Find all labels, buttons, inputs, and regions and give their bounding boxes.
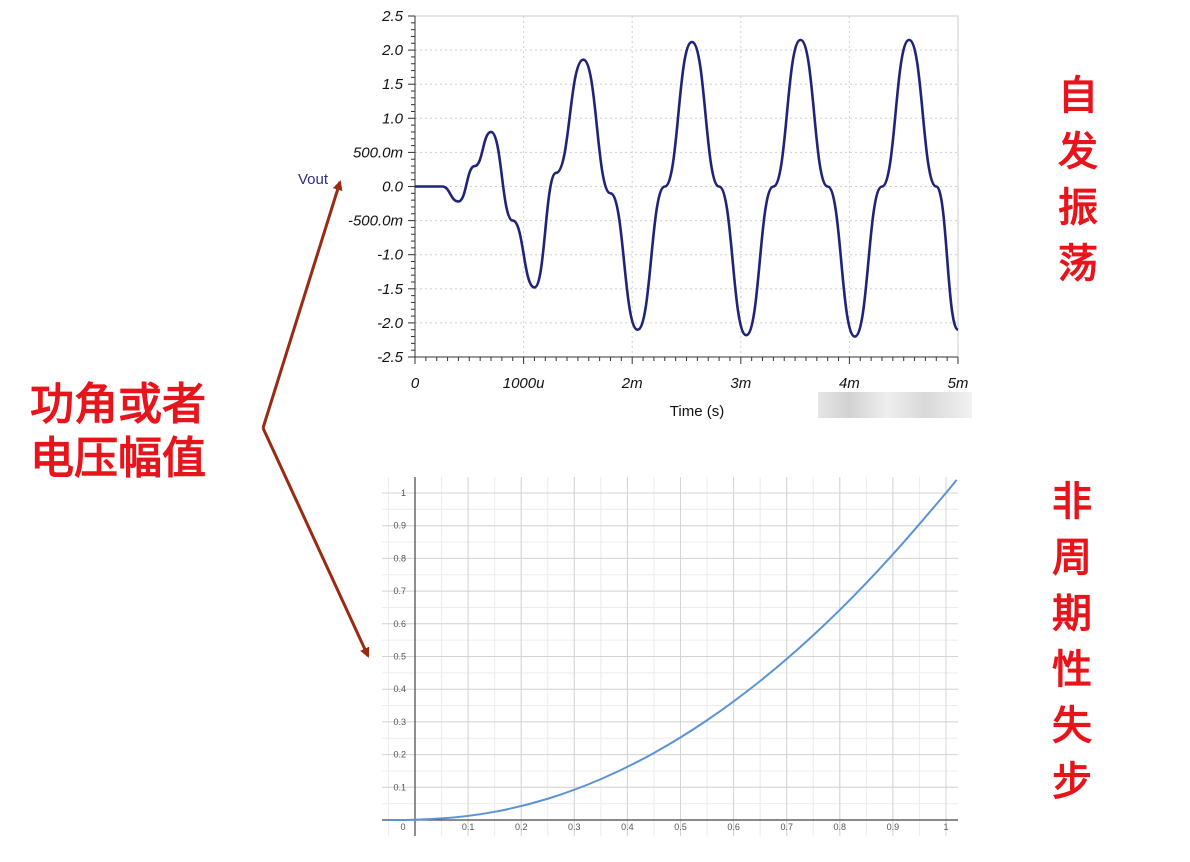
top-chart: 0 1000u 2m 3m 4m 5m 2.5 2.0 1.5 1.0 500.0m 0.0 -500.…	[298, 8, 968, 420]
y-tick-label: 0.1	[393, 782, 406, 792]
y-tick-label: -2.0	[377, 315, 404, 332]
top-right-char: 自	[1058, 73, 1098, 119]
arrow-to-bottom-chart	[261, 427, 370, 658]
x-tick-label: 0.7	[780, 822, 793, 832]
y-tick-label: 0.0	[382, 179, 404, 196]
arrow-to-top-chart	[261, 180, 343, 429]
bottom-right-char: 期	[1052, 591, 1092, 637]
top-right-char: 荡	[1058, 241, 1098, 287]
x-tick-label: 0.8	[834, 822, 847, 832]
y-tick-label: 0.7	[393, 586, 406, 596]
x-tick-label: 0.6	[727, 822, 740, 832]
y-tick-label: -500.0m	[348, 213, 403, 230]
x-tick-label: 0.9	[887, 822, 900, 832]
left-label-line-2: 电压幅值	[30, 433, 206, 484]
left-label: 功角或者 电压幅值	[30, 378, 240, 486]
blurred-watermark	[818, 392, 972, 418]
x-tick-label: 0.5	[674, 822, 687, 832]
y-tick-label: 2.0	[381, 42, 404, 59]
y-tick-label: 0.2	[393, 750, 406, 760]
y-tick-label: 1.0	[382, 110, 404, 127]
y-tick-label: -1.0	[377, 247, 404, 264]
x-tick-label: 0.4	[621, 822, 634, 832]
bottom-right-char: 周	[1052, 535, 1092, 581]
x-tick-label: 3m	[730, 375, 751, 392]
x-tick-label: 2m	[621, 375, 643, 392]
y-tick-label: 0.6	[393, 619, 406, 629]
x-tick-label: 4m	[839, 375, 860, 392]
bottom-right-label: 非 周 期 性 失 步	[1042, 474, 1102, 810]
bottom-right-char: 步	[1052, 759, 1092, 805]
y-tick-label: 500.0m	[353, 144, 403, 161]
bottom-chart: 0 0.1 0.2 0.3 0.4 0.5 0.6 0.7 0.8 0.9 1 0.1 0.2 0.3 0.…	[382, 477, 958, 836]
y-tick-label: 0.4	[393, 684, 406, 694]
x-tick-label: 1000u	[503, 375, 545, 392]
y-tick-label: 0.9	[393, 521, 406, 531]
y-axis-label: Vout	[298, 171, 329, 188]
y-tick-label: 0.3	[393, 717, 406, 727]
x-tick-label: 0	[400, 822, 405, 832]
top-right-label: 自 发 振 荡	[1048, 68, 1108, 292]
y-tick-label: 2.5	[381, 8, 404, 25]
x-tick-label: 0	[411, 375, 420, 392]
top-right-char: 振	[1058, 185, 1098, 231]
series-line	[415, 38, 960, 338]
x-tick-label: 0.3	[568, 822, 581, 832]
y-tick-label: 1	[401, 488, 406, 498]
y-tick-label: 1.5	[382, 76, 404, 93]
y-tick-label: 0.8	[393, 553, 406, 563]
y-tick-label: -1.5	[377, 281, 404, 298]
x-axis-label: Time (s)	[670, 403, 724, 420]
x-tick-label: 0.2	[515, 822, 528, 832]
y-tick-label: -2.5	[377, 349, 404, 366]
series-line	[388, 479, 958, 821]
bottom-right-char: 失	[1052, 703, 1092, 749]
left-label-line-1: 功角或者	[30, 379, 206, 430]
x-tick-label: 1	[943, 822, 948, 832]
x-tick-label: 0.1	[462, 822, 475, 832]
bottom-right-char: 性	[1052, 647, 1092, 693]
y-tick-label: 0.5	[393, 652, 406, 662]
bottom-right-char: 非	[1052, 479, 1092, 525]
x-tick-label: 5m	[948, 375, 969, 392]
top-right-char: 发	[1058, 129, 1098, 175]
